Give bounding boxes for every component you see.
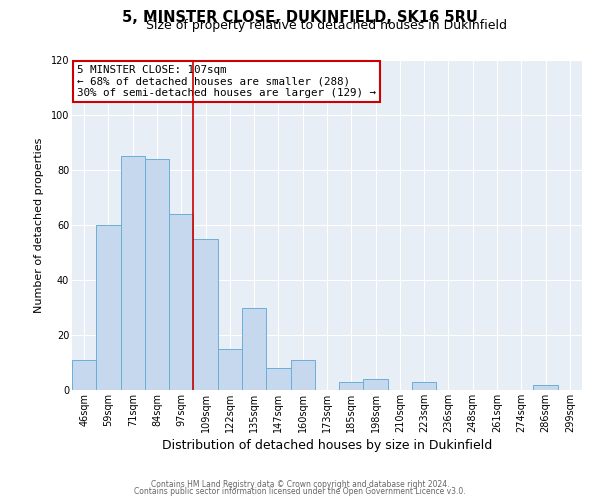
Y-axis label: Number of detached properties: Number of detached properties [34,138,44,312]
Title: Size of property relative to detached houses in Dukinfield: Size of property relative to detached ho… [146,20,508,32]
Bar [533,384,558,390]
Text: 5, MINSTER CLOSE, DUKINFIELD, SK16 5RU: 5, MINSTER CLOSE, DUKINFIELD, SK16 5RU [122,10,478,25]
Bar [169,214,193,390]
Text: Contains public sector information licensed under the Open Government Licence v3: Contains public sector information licen… [134,487,466,496]
Bar [290,360,315,390]
X-axis label: Distribution of detached houses by size in Dukinfield: Distribution of detached houses by size … [162,439,492,452]
Bar [96,225,121,390]
Bar [412,382,436,390]
Bar [339,382,364,390]
Bar [364,379,388,390]
Bar [72,360,96,390]
Bar [145,159,169,390]
Bar [121,156,145,390]
Bar [218,349,242,390]
Bar [242,308,266,390]
Bar [266,368,290,390]
Bar [193,239,218,390]
Text: Contains HM Land Registry data © Crown copyright and database right 2024.: Contains HM Land Registry data © Crown c… [151,480,449,489]
Text: 5 MINSTER CLOSE: 107sqm
← 68% of detached houses are smaller (288)
30% of semi-d: 5 MINSTER CLOSE: 107sqm ← 68% of detache… [77,65,376,98]
